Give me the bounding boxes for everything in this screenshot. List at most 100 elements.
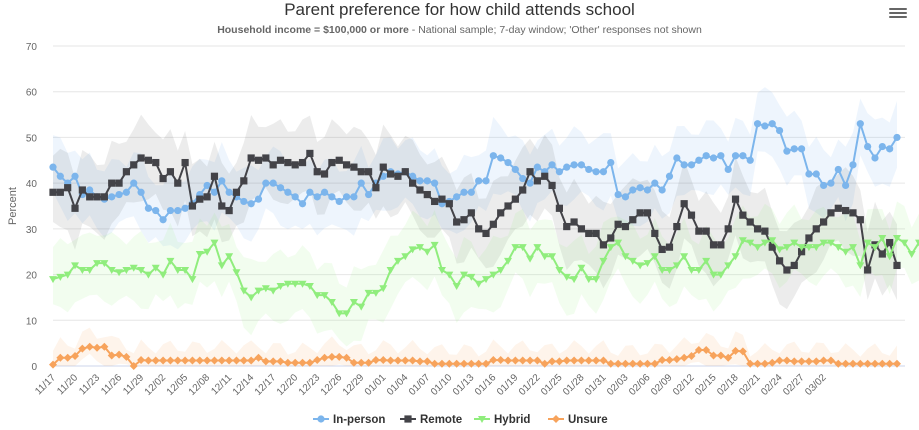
data-point-hybrid bbox=[856, 262, 865, 270]
data-point-remote bbox=[196, 195, 204, 203]
data-point-hybrid bbox=[115, 269, 124, 277]
data-point-remote bbox=[842, 206, 850, 215]
data-point-unsure bbox=[687, 351, 696, 360]
data-point-in-person bbox=[350, 193, 358, 201]
data-point-hybrid bbox=[254, 287, 263, 295]
data-point-remote bbox=[541, 172, 549, 180]
data-point-remote bbox=[276, 156, 285, 164]
data-point-remote bbox=[783, 266, 791, 274]
data-point-unsure bbox=[540, 359, 549, 368]
data-point-unsure bbox=[482, 359, 491, 368]
data-point-unsure bbox=[71, 351, 80, 360]
data-point-in-person bbox=[702, 152, 710, 160]
data-point-unsure bbox=[129, 362, 138, 370]
data-point-remote bbox=[827, 209, 835, 217]
data-point-remote bbox=[665, 243, 674, 251]
data-point-unsure bbox=[518, 356, 527, 365]
data-point-hybrid bbox=[151, 264, 160, 272]
data-point-in-person bbox=[306, 188, 314, 196]
data-point-hybrid bbox=[870, 244, 879, 252]
data-point-in-person bbox=[225, 188, 233, 196]
data-point-unsure bbox=[159, 356, 168, 365]
data-point-hybrid bbox=[129, 264, 138, 272]
data-point-hybrid bbox=[474, 280, 483, 288]
data-point-unsure bbox=[269, 357, 278, 366]
data-point-remote bbox=[203, 193, 211, 201]
hamburger-menu-icon[interactable] bbox=[889, 6, 907, 22]
data-point-remote bbox=[709, 241, 718, 249]
data-point-in-person bbox=[335, 197, 343, 206]
x-tick-label: 12/17 bbox=[253, 372, 279, 398]
data-point-hybrid bbox=[85, 267, 94, 274]
data-point-remote bbox=[864, 266, 872, 274]
x-tick-label: 12/11 bbox=[209, 372, 234, 397]
data-point-unsure bbox=[379, 356, 388, 365]
data-point-remote bbox=[71, 204, 79, 212]
x-tick-label: 02/27 bbox=[781, 372, 807, 398]
x-tick-label: 01/07 bbox=[407, 372, 433, 398]
data-point-unsure bbox=[56, 353, 65, 362]
data-point-remote bbox=[232, 188, 241, 196]
legend-item-unsure[interactable]: Unsure bbox=[548, 414, 608, 426]
data-point-in-person bbox=[614, 190, 622, 199]
data-point-unsure bbox=[636, 359, 645, 368]
data-point-in-person bbox=[607, 158, 615, 167]
confidence-band-in-person bbox=[53, 87, 897, 250]
data-point-unsure bbox=[782, 356, 791, 365]
data-point-in-person bbox=[724, 165, 732, 174]
data-point-hybrid bbox=[540, 253, 549, 261]
x-tick-label: 02/06 bbox=[627, 372, 653, 398]
data-point-remote bbox=[548, 181, 556, 190]
data-point-hybrid bbox=[188, 276, 197, 284]
data-point-hybrid bbox=[291, 280, 300, 288]
data-point-remote bbox=[166, 168, 175, 176]
data-point-remote bbox=[680, 200, 688, 208]
data-point-in-person bbox=[643, 186, 652, 194]
data-point-remote bbox=[379, 163, 387, 171]
data-point-in-person bbox=[680, 161, 688, 169]
legend-item-in-person[interactable]: In-person bbox=[313, 414, 385, 426]
data-point-hybrid bbox=[746, 239, 755, 247]
data-point-unsure bbox=[694, 346, 703, 354]
data-point-in-person bbox=[71, 172, 79, 180]
data-point-remote bbox=[812, 225, 820, 233]
legend-item-hybrid[interactable]: Hybrid bbox=[474, 414, 530, 426]
data-point-remote bbox=[218, 202, 226, 210]
data-point-in-person bbox=[137, 188, 145, 196]
data-point-unsure bbox=[408, 356, 417, 365]
data-point-unsure bbox=[614, 359, 623, 368]
data-point-remote bbox=[555, 204, 563, 212]
data-point-remote bbox=[687, 211, 696, 219]
data-point-unsure bbox=[195, 356, 204, 365]
confidence-bands bbox=[53, 87, 919, 366]
series-group bbox=[49, 120, 919, 370]
data-point-hybrid bbox=[482, 276, 491, 284]
data-point-hybrid bbox=[305, 283, 314, 290]
x-tick-label: 11/23 bbox=[77, 372, 102, 397]
data-point-hybrid bbox=[702, 257, 711, 265]
data-point-hybrid bbox=[760, 239, 769, 247]
data-point-hybrid bbox=[665, 267, 674, 274]
data-point-remote bbox=[775, 257, 784, 265]
data-point-unsure bbox=[320, 353, 329, 362]
data-point-remote bbox=[372, 184, 380, 192]
data-point-remote bbox=[159, 174, 167, 183]
data-point-unsure bbox=[254, 353, 263, 362]
data-point-hybrid bbox=[775, 246, 784, 254]
data-point-in-person bbox=[739, 152, 747, 160]
data-point-in-person bbox=[555, 168, 564, 176]
data-point-remote bbox=[636, 209, 644, 217]
data-point-unsure bbox=[672, 355, 681, 364]
legend-item-remote[interactable]: Remote bbox=[400, 414, 462, 426]
data-point-hybrid bbox=[518, 244, 527, 252]
data-point-in-person bbox=[526, 179, 534, 187]
data-point-in-person bbox=[775, 126, 784, 135]
data-point-unsure bbox=[643, 359, 652, 368]
data-point-unsure bbox=[606, 359, 615, 368]
data-point-in-person bbox=[577, 161, 586, 169]
data-point-remote bbox=[152, 158, 160, 167]
y-tick-label: 0 bbox=[31, 362, 37, 373]
data-point-unsure bbox=[217, 356, 226, 365]
x-tick-label: 02/24 bbox=[759, 372, 785, 398]
data-point-unsure bbox=[709, 351, 718, 360]
